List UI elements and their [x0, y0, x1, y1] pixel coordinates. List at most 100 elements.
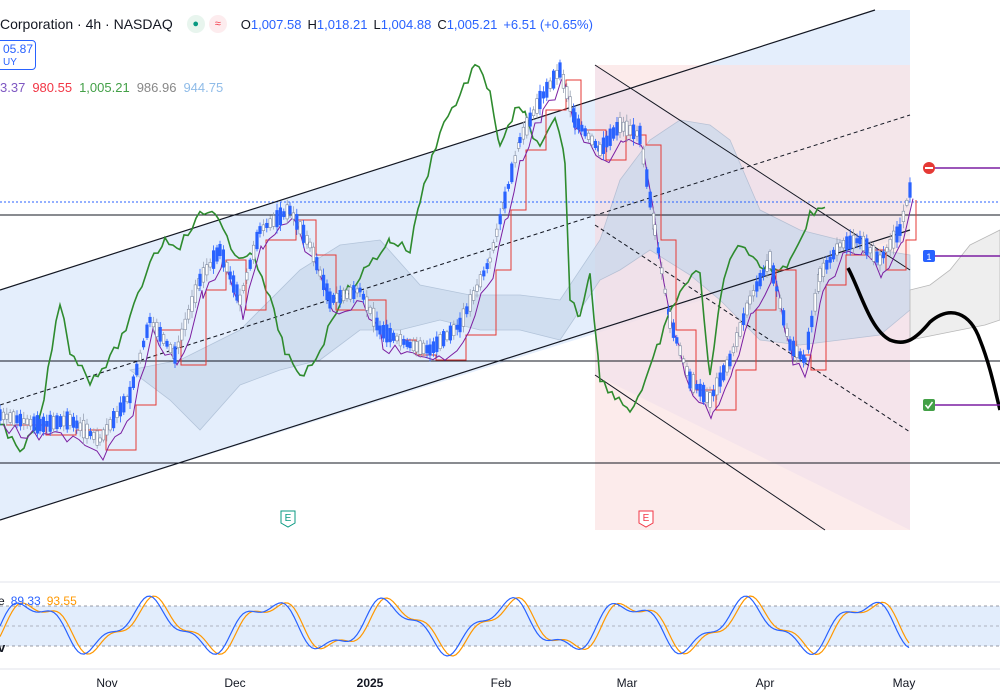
- time-axis[interactable]: Nov Dec 2025 Feb Mar Apr May: [0, 670, 1000, 698]
- candle-body: [348, 286, 353, 300]
- candle-body: [305, 235, 309, 245]
- candle-body: [831, 249, 836, 260]
- candle-body: [415, 341, 419, 353]
- check-icon[interactable]: [923, 399, 935, 411]
- high-value: 1,018.21: [316, 16, 368, 32]
- candle-body: [668, 311, 672, 329]
- candle-body: [108, 419, 112, 431]
- candle-body: [593, 140, 597, 149]
- candle-body: [183, 318, 187, 330]
- candle-body: [58, 416, 62, 428]
- buy-price-button[interactable]: 05.87 UY: [0, 40, 36, 70]
- ichimoku-cloud-future: [909, 229, 1000, 341]
- candle-body: [428, 344, 432, 356]
- candle-body: [225, 261, 229, 273]
- candle-body: [468, 294, 472, 312]
- stoch-k-line: [0, 595, 910, 657]
- conversion-value: 3.37: [0, 80, 26, 95]
- candle-body: [615, 121, 619, 136]
- candle-body: [98, 437, 102, 443]
- candle-body: [611, 127, 616, 139]
- candle-body: [88, 431, 92, 437]
- candle-body: [238, 294, 242, 306]
- channel-upper: [0, 9, 876, 291]
- candle-body: [675, 337, 679, 344]
- earnings-badge-2[interactable]: E: [638, 510, 654, 528]
- candle-body: [173, 346, 177, 364]
- market-open-icon[interactable]: ●: [186, 15, 205, 33]
- candle-body: [408, 341, 412, 349]
- candle-body: [718, 372, 722, 387]
- candle-body: [541, 91, 545, 99]
- x-tick-may: May: [892, 676, 916, 690]
- candle-body: [545, 81, 549, 98]
- candle-body: [180, 328, 184, 341]
- candle-body: [806, 331, 810, 350]
- candle-body: [521, 126, 525, 140]
- candle-body: [791, 340, 795, 357]
- candle-body: [660, 267, 664, 275]
- candle-body: [248, 259, 252, 269]
- candle-body: [768, 251, 772, 269]
- candle-body: [205, 264, 209, 276]
- candle-body: [241, 285, 246, 291]
- candle-body: [708, 392, 712, 408]
- candle-body: [118, 402, 122, 417]
- candle-body: [701, 384, 706, 403]
- candle-body: [12, 411, 16, 426]
- candle-body: [28, 419, 33, 427]
- candle-body: [212, 250, 216, 269]
- candle-body: [635, 130, 639, 137]
- candle-body: [341, 289, 346, 302]
- candle-body: [728, 353, 732, 367]
- candle-body: [576, 118, 580, 130]
- candle-body: [648, 191, 652, 208]
- data-delay-icon[interactable]: ≈: [208, 15, 227, 33]
- x-tick-mar: Mar: [616, 676, 638, 690]
- candle-body: [510, 163, 514, 183]
- candle-body: [65, 411, 69, 430]
- candle-body: [725, 359, 729, 373]
- candle-body: [68, 414, 72, 426]
- candle-body: [411, 340, 416, 352]
- open-value: 1,007.58: [250, 16, 302, 32]
- change-value: +6.51 (+0.65%): [503, 16, 593, 32]
- candle-body: [741, 313, 746, 326]
- info-icon[interactable]: [923, 250, 935, 262]
- candle-body: [681, 358, 686, 364]
- stoch-pane-label: v: [0, 640, 6, 655]
- candle-body: [375, 317, 379, 331]
- candle-body: [858, 235, 862, 245]
- candle-body: [785, 327, 789, 337]
- channel-mid: [0, 114, 911, 406]
- earnings-badge-1[interactable]: E: [280, 510, 296, 528]
- candle-body: [778, 297, 782, 309]
- x-tick-dec: Dec: [224, 676, 246, 690]
- candle-body: [187, 308, 191, 320]
- candle-body: [678, 345, 682, 356]
- candle-body: [698, 383, 702, 397]
- candle-body: [138, 352, 142, 361]
- candle-body: [528, 112, 532, 127]
- symbol-title[interactable]: Corporation · 4h · NASDAQ: [0, 16, 173, 32]
- candle-body: [795, 345, 799, 358]
- candle-body: [402, 338, 406, 345]
- candle-body: [813, 292, 817, 312]
- candle-body: [715, 377, 719, 396]
- candle-body: [755, 281, 759, 292]
- candle-body: [38, 418, 42, 432]
- candle-body: [315, 257, 319, 271]
- candle-body: [878, 254, 882, 266]
- candle-body: [671, 322, 675, 338]
- candle-body: [385, 324, 389, 343]
- candle-body: [168, 344, 173, 353]
- candle-body: [122, 396, 126, 413]
- candle-body: [861, 235, 865, 251]
- candle-body: [865, 238, 869, 256]
- candle-body: [551, 70, 556, 89]
- candle-body: [101, 429, 105, 441]
- lagging-span-line: [0, 63, 826, 453]
- x-tick-apr: Apr: [755, 676, 775, 690]
- candle-body: [482, 270, 486, 277]
